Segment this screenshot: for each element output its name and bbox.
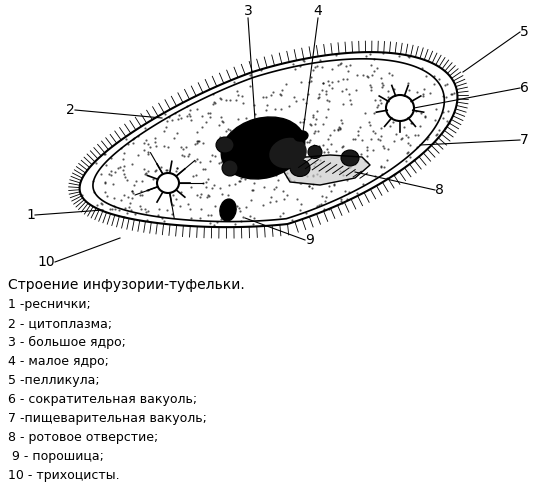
Text: 9 - порошица;: 9 - порошица;: [8, 450, 104, 463]
Ellipse shape: [220, 199, 236, 221]
Text: 4: 4: [314, 4, 323, 18]
Ellipse shape: [290, 160, 310, 176]
Ellipse shape: [222, 160, 238, 176]
Text: 8: 8: [435, 183, 444, 197]
Text: 4 - малое ядро;: 4 - малое ядро;: [8, 355, 109, 368]
Polygon shape: [278, 155, 370, 185]
Text: 10: 10: [37, 255, 55, 269]
Text: 3 - большое ядро;: 3 - большое ядро;: [8, 336, 126, 349]
Text: 5: 5: [520, 25, 529, 39]
Ellipse shape: [221, 117, 305, 179]
Ellipse shape: [216, 137, 234, 153]
Text: 9: 9: [305, 233, 314, 247]
Text: 2: 2: [66, 103, 75, 117]
Ellipse shape: [294, 131, 308, 141]
Text: 1 -реснички;: 1 -реснички;: [8, 298, 91, 311]
Ellipse shape: [269, 138, 307, 168]
Ellipse shape: [386, 95, 414, 121]
Text: 2 - цитоплазма;: 2 - цитоплазма;: [8, 317, 112, 330]
Text: 7: 7: [520, 133, 529, 147]
Text: 3: 3: [244, 4, 252, 18]
Text: 6: 6: [520, 81, 529, 95]
Text: 10 - трихоцисты.: 10 - трихоцисты.: [8, 469, 119, 482]
Text: 8 - ротовое отверстие;: 8 - ротовое отверстие;: [8, 431, 158, 444]
Text: 1: 1: [26, 208, 35, 222]
Ellipse shape: [308, 146, 322, 158]
Text: Строение инфузории-туфельки.: Строение инфузории-туфельки.: [8, 278, 245, 292]
Polygon shape: [80, 52, 457, 227]
Ellipse shape: [157, 173, 179, 193]
Ellipse shape: [341, 150, 359, 166]
Text: 7 -пищеварительная вакуоль;: 7 -пищеварительная вакуоль;: [8, 412, 207, 425]
Text: 5 -пелликула;: 5 -пелликула;: [8, 374, 99, 387]
Text: 6 - сократительная вакуоль;: 6 - сократительная вакуоль;: [8, 393, 197, 406]
